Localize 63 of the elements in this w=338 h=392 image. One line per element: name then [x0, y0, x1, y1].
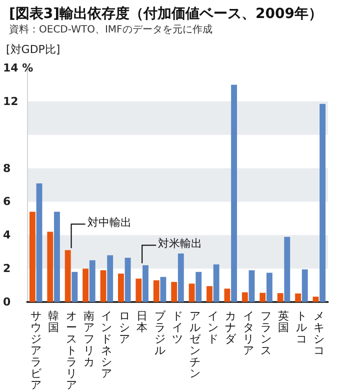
bar	[54, 212, 60, 302]
bar	[153, 280, 160, 302]
x-tick-label: メキシコ	[314, 309, 325, 357]
x-tick-label: ブラジル	[154, 309, 166, 357]
bar	[29, 212, 36, 302]
x-tick-label: トルコ	[296, 309, 307, 346]
bar	[160, 276, 166, 302]
bar	[89, 260, 96, 302]
y-tick-label: 14 %	[3, 62, 34, 74]
bar	[320, 104, 326, 302]
bar	[266, 272, 272, 302]
bar	[178, 254, 184, 302]
bar	[82, 268, 89, 302]
x-tick-label: フランス	[260, 309, 272, 357]
y-tick-label: 6	[3, 195, 11, 208]
bar	[136, 278, 142, 302]
bar	[118, 274, 124, 302]
y-tick-label: 2	[3, 262, 11, 276]
x-tick-label: インドネシア	[101, 309, 112, 380]
y-tick-label: 8	[3, 162, 11, 175]
x-tick-label: イタリア	[242, 309, 254, 357]
x-tick-label: 日本	[136, 309, 148, 334]
y-tick-label: 12	[3, 94, 18, 108]
bar	[242, 292, 248, 302]
y-tick-label: 4	[3, 228, 11, 242]
x-tick-label: カナダ	[225, 309, 238, 346]
x-tick-label: オーストラリア	[66, 309, 77, 392]
bar	[36, 183, 42, 302]
bar	[188, 284, 195, 302]
bar	[213, 264, 220, 302]
bar	[260, 292, 266, 302]
bar	[284, 236, 290, 302]
bar	[72, 272, 78, 302]
y-tick-label: 0	[3, 296, 11, 308]
y-axis-title: [対GDP比]	[6, 43, 60, 56]
bar	[224, 288, 230, 302]
bar	[312, 296, 319, 302]
bar	[64, 250, 71, 302]
bar	[277, 293, 284, 302]
x-tick-label: ロシア	[118, 309, 130, 346]
bar	[248, 270, 255, 302]
x-tick-label: インド	[207, 309, 218, 346]
x-tick-label: 英国	[278, 309, 290, 334]
bar	[231, 84, 237, 302]
bar	[124, 258, 131, 302]
bar	[47, 232, 54, 302]
bar	[206, 286, 212, 302]
x-tick-label: 南アフリカ	[83, 309, 94, 368]
bar	[302, 269, 308, 302]
chart-title: [図表3]輸出依存度（付加価値ベース、2009年）	[9, 5, 323, 22]
text: 対中輸出	[87, 216, 132, 230]
x-tick-label: アルゼンチン	[190, 309, 202, 380]
bar	[171, 282, 178, 302]
x-tick-label: ドイツ	[172, 309, 183, 346]
bar	[196, 272, 202, 302]
bar	[295, 293, 301, 302]
bar	[107, 255, 114, 302]
chart-subtitle: 資料：OECD-WTO、IMFのデータを元に作成	[9, 24, 212, 36]
x-tick-label: 韓国	[48, 309, 60, 334]
series-label: 対米輸出	[158, 237, 202, 250]
x-tick-label: サウジアラビア	[30, 309, 42, 392]
bar	[100, 270, 106, 302]
bar	[142, 265, 148, 302]
